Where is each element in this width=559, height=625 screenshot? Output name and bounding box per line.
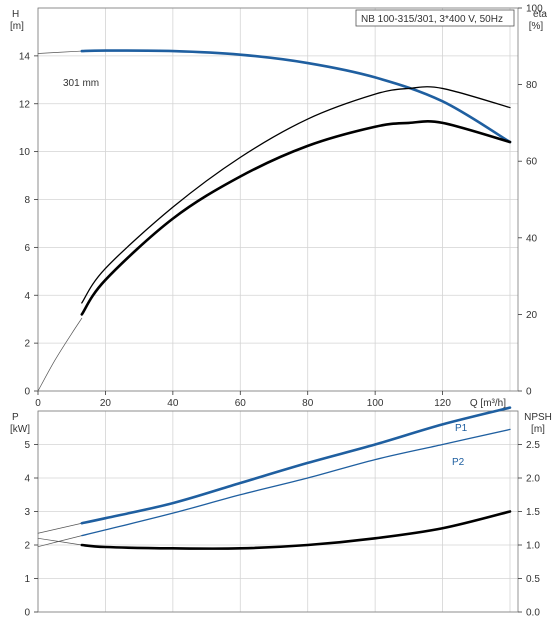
y-left-tick-label: 14 xyxy=(19,51,31,62)
y-right-tick-label: 100 xyxy=(526,4,543,15)
series-line xyxy=(37,50,83,54)
y-left-tick-label: 6 xyxy=(24,243,30,254)
x-tick-label: 100 xyxy=(367,398,384,409)
x-tick-label: 20 xyxy=(100,398,112,409)
y-left-tick-label: 2 xyxy=(24,541,30,552)
series-line xyxy=(37,535,83,548)
y-left-axis-unit: [m] xyxy=(10,21,24,32)
title-box xyxy=(355,9,515,27)
y-left-axis-unit: [kW] xyxy=(10,424,30,435)
y-right-tick-label: 0.0 xyxy=(526,608,540,619)
series-line xyxy=(37,317,83,392)
y-left-tick-label: 4 xyxy=(24,474,30,485)
series-label-p2: P2 xyxy=(452,457,465,468)
series-line xyxy=(80,49,512,144)
y-right-axis-unit: [%] xyxy=(529,21,544,32)
y-right-tick-label: 40 xyxy=(526,233,538,244)
y-right-tick-label: 2.0 xyxy=(526,474,540,485)
series-line xyxy=(80,510,512,550)
y-right-tick-label: 0.5 xyxy=(526,574,540,585)
y-left-tick-label: 4 xyxy=(24,291,30,302)
y-right-axis-name: eta xyxy=(533,9,547,20)
x-tick-label: 80 xyxy=(302,398,314,409)
y-left-tick-label: 1 xyxy=(24,574,30,585)
y-right-tick-label: 1.5 xyxy=(526,507,540,518)
chart-title: NB 100-315/301, 3*400 V, 50Hz xyxy=(361,14,503,25)
x-tick-label: 0 xyxy=(35,398,41,409)
y-right-tick-label: 0 xyxy=(526,387,532,398)
x-tick-label: 40 xyxy=(167,398,179,409)
series-line xyxy=(37,522,83,534)
y-left-tick-label: 8 xyxy=(24,195,30,206)
curve-annotation: 301 mm xyxy=(63,78,99,89)
y-left-tick-label: 0 xyxy=(24,387,30,398)
y-left-axis-name: P xyxy=(12,412,19,423)
x-axis-label: Q [m³/h] xyxy=(470,398,506,409)
x-tick-label: 60 xyxy=(235,398,247,409)
y-left-tick-label: 5 xyxy=(24,440,30,451)
series-line xyxy=(81,86,511,304)
y-left-tick-label: 10 xyxy=(19,147,31,158)
y-left-axis-name: H xyxy=(12,9,19,20)
series-line xyxy=(37,537,83,546)
y-left-tick-label: 12 xyxy=(19,99,31,110)
y-right-axis-name: NPSH xyxy=(524,412,552,423)
y-left-tick-label: 2 xyxy=(24,339,30,350)
y-right-axis-unit: [m] xyxy=(531,424,545,435)
y-right-tick-label: 1.0 xyxy=(526,541,540,552)
y-right-tick-label: 60 xyxy=(526,157,538,168)
y-left-tick-label: 0 xyxy=(24,608,30,619)
x-tick-label: 120 xyxy=(434,398,451,409)
y-right-tick-label: 80 xyxy=(526,80,538,91)
y-right-tick-label: 20 xyxy=(526,310,538,321)
series-line xyxy=(80,120,512,316)
y-right-tick-label: 2.5 xyxy=(526,440,540,451)
series-label-p1: P1 xyxy=(455,423,468,434)
series-line xyxy=(80,406,512,525)
y-left-tick-label: 3 xyxy=(24,507,30,518)
series-line xyxy=(81,428,511,537)
